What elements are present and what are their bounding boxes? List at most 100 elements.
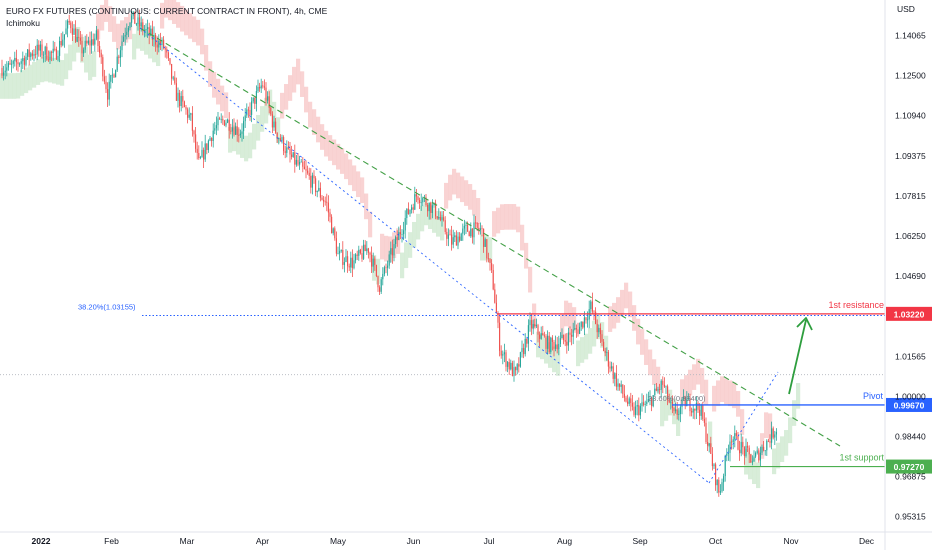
ichimoku-cloud-segment [316,116,321,143]
downtrend-channel-line[interactable] [139,27,710,484]
candle-body [751,461,753,463]
candle-body [607,352,609,367]
candle-body [679,406,681,415]
x-tick-label: Dec [859,536,875,546]
candle-body [358,249,360,256]
ichimoku-cloud-segment [668,389,673,416]
candle-body [46,46,48,60]
candle-body [353,260,355,268]
candle-body [612,366,614,379]
ichimoku-cloud-segment [788,417,793,444]
candle-body [572,329,574,337]
candle-body [363,244,365,259]
candle-body [582,321,584,328]
x-tick-label: May [330,536,347,546]
candle-body [652,395,654,407]
candle-body [319,187,321,198]
candle-body [249,110,251,115]
candle-body [609,366,611,369]
ichimoku-cloud-segment [260,106,265,132]
ichimoku-cloud-segment [196,19,201,46]
candle-body [580,321,582,327]
candle-body [395,237,397,245]
candle-body [516,364,518,371]
ichimoku-cloud-segment [640,329,645,355]
candle-body [155,35,157,45]
ichimoku-cloud-segment [612,302,617,329]
ichimoku-cloud-segment [16,72,21,99]
candle-body [769,441,771,443]
ichimoku-cloud-segment [148,32,153,59]
candle-body [537,325,539,335]
candle-body [273,121,275,128]
candle-body [278,138,280,140]
candle-body [335,238,337,254]
candle-body [631,402,633,407]
y-tick-label: 0.95315 [895,512,926,522]
candle-body [455,235,457,246]
pivot-price-value: 0.99670 [894,400,925,410]
ichimoku-cloud-segment [740,409,745,435]
candle-body [638,405,640,416]
candle-body [239,133,241,136]
ichimoku-cloud-segment [136,22,141,49]
ichimoku-cloud-segment [436,210,441,237]
candle-body [83,49,85,54]
candle-body [351,257,353,268]
ichimoku-cloud-segment [652,359,657,385]
candle-body [699,409,701,416]
candle-body [289,148,291,155]
ichimoku-cloud-segment [528,266,533,293]
ichimoku-cloud-segment [676,410,681,436]
ichimoku-cloud-segment [308,101,313,128]
candle-body [235,126,237,135]
candle-body [708,443,710,446]
candle-body [159,40,161,45]
candle-body [63,34,65,40]
candle-body [409,209,411,214]
ichimoku-cloud-segment [724,378,729,405]
candle-body [142,22,144,31]
candle-body [553,341,555,349]
candle-body [468,231,470,237]
ichimoku-cloud-segment [412,221,417,248]
candle-body [31,53,33,56]
resistance-price-value: 1.03220 [894,309,925,319]
fib-leg-line[interactable] [708,371,779,484]
y-tick-label: 1.09375 [895,151,926,161]
candle-body [684,396,686,407]
candle-body [604,350,606,353]
candle-body [662,380,664,385]
candle-body [756,450,758,454]
candle-body [487,258,489,260]
candle-body [577,329,579,334]
candle-body [134,11,136,24]
downtrend-resistance-line[interactable] [139,27,841,447]
candle-body [615,373,617,387]
candle-body [411,207,413,210]
candle-body [174,77,176,84]
candle-body [227,119,229,123]
candle-body [359,249,361,254]
candle-body [639,406,641,416]
candle-body [308,172,310,176]
ichimoku-cloud-segment [284,84,289,110]
candle-body [318,187,320,191]
ichimoku-cloud-segment [12,73,17,99]
y-tick-label: 1.04690 [895,271,926,281]
candle-body [153,35,155,40]
candle-body [627,401,629,404]
candle-body [71,28,73,35]
ichimoku-cloud-segment [464,180,469,206]
candle-body [764,450,766,452]
candle-body [361,253,363,259]
ichimoku-cloud-segment [280,92,285,119]
ichimoku-cloud-segment [68,44,73,71]
candle-body [121,41,123,51]
candle-body [171,64,173,79]
candle-body [86,40,88,44]
candle-body [284,151,286,153]
candle-body [575,328,577,330]
